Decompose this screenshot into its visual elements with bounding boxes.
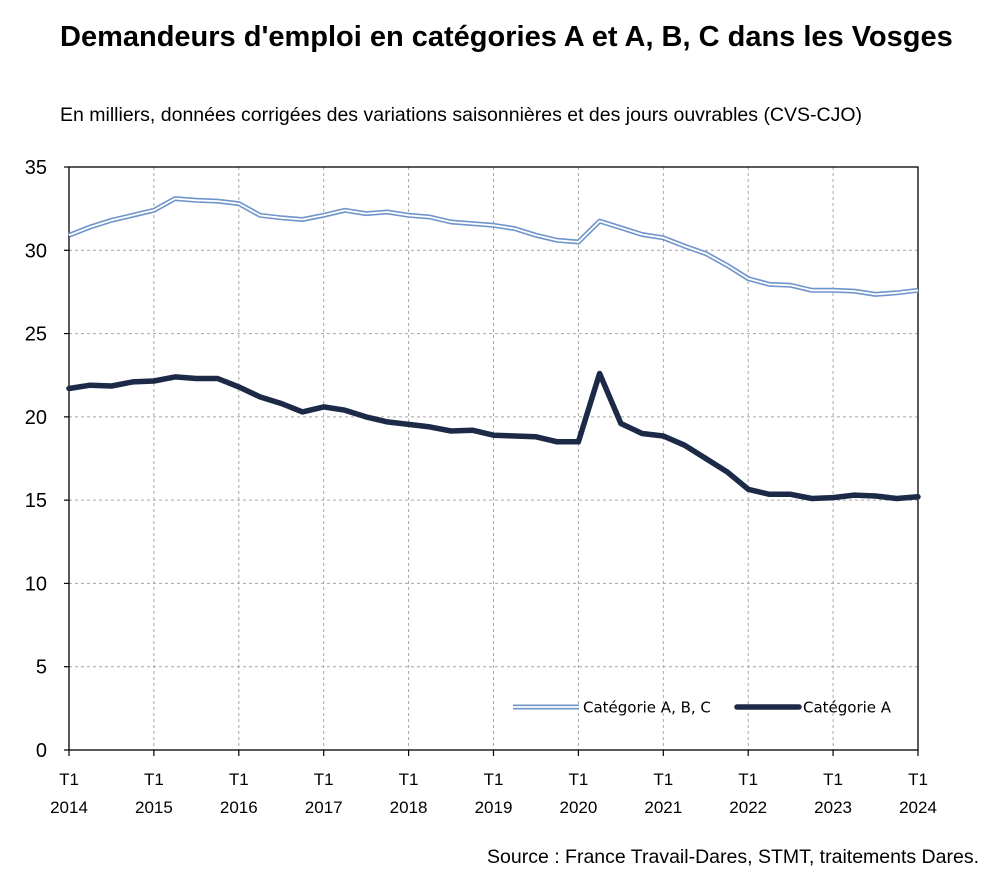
x-tick-label-year: 2016 <box>220 798 258 817</box>
x-tick-label-year: 2023 <box>814 798 852 817</box>
legend: Catégorie A, B, C Catégorie A <box>513 699 892 717</box>
x-tick-label-year: 2021 <box>644 798 682 817</box>
x-tick-label-year: 2014 <box>50 798 88 817</box>
series-line-inner <box>68 197 919 296</box>
y-tick-label: 25 <box>25 324 47 346</box>
x-tick-label-year: 2024 <box>899 798 937 817</box>
y-tick-label: 35 <box>25 157 47 179</box>
legend-label: Catégorie A, B, C <box>583 699 711 717</box>
x-tick-label-quarter: T1 <box>653 770 673 789</box>
plot-frame <box>68 166 919 751</box>
x-tick-label-quarter: T1 <box>399 770 419 789</box>
y-tick-label: 15 <box>25 490 47 512</box>
legend-label: Catégorie A <box>803 699 892 717</box>
source-note: Source : France Travail-Dares, STMT, tra… <box>487 846 979 868</box>
legend-item: Catégorie A <box>734 699 892 717</box>
x-tick-label-year: 2020 <box>559 798 597 817</box>
chart-subtitle: En milliers, données corrigées des varia… <box>60 104 863 126</box>
x-tick-label-year: 2022 <box>729 798 767 817</box>
axes <box>68 166 919 751</box>
y-axis-ticks: 0 5 10 15 20 25 30 35 <box>25 157 69 762</box>
y-tick-label: 0 <box>36 740 47 762</box>
x-tick-label-quarter: T1 <box>908 770 928 789</box>
x-tick-label-quarter: T1 <box>484 770 504 789</box>
grid-lines <box>69 166 918 750</box>
y-tick-label: 30 <box>25 240 47 262</box>
x-axis-ticks: T1 2014 T1 2015 T1 2016 T1 2017 T1 2018 T1 2019 T1 20… <box>50 750 937 817</box>
chart-title: Demandeurs d'emploi en catégories A et A… <box>60 21 953 53</box>
x-tick-label-quarter: T1 <box>314 770 334 789</box>
y-tick-label: 5 <box>36 657 47 679</box>
series-lines <box>66 196 921 502</box>
series-line <box>66 370 921 502</box>
x-tick-label-quarter: T1 <box>144 770 164 789</box>
x-tick-label-quarter: T1 <box>59 770 79 789</box>
x-tick-label-year: 2015 <box>135 798 173 817</box>
y-tick-label: 10 <box>25 573 47 595</box>
x-tick-label-quarter: T1 <box>568 770 588 789</box>
x-tick-label-year: 2018 <box>390 798 428 817</box>
series-line <box>68 196 919 297</box>
y-tick-label: 20 <box>25 407 47 429</box>
x-tick-label-quarter: T1 <box>823 770 843 789</box>
x-tick-label-year: 2019 <box>475 798 513 817</box>
legend-item: Catégorie A, B, C <box>513 699 711 717</box>
x-tick-label-quarter: T1 <box>738 770 758 789</box>
x-tick-label-quarter: T1 <box>229 770 249 789</box>
x-tick-label-year: 2017 <box>305 798 343 817</box>
series-line-path <box>66 370 921 502</box>
